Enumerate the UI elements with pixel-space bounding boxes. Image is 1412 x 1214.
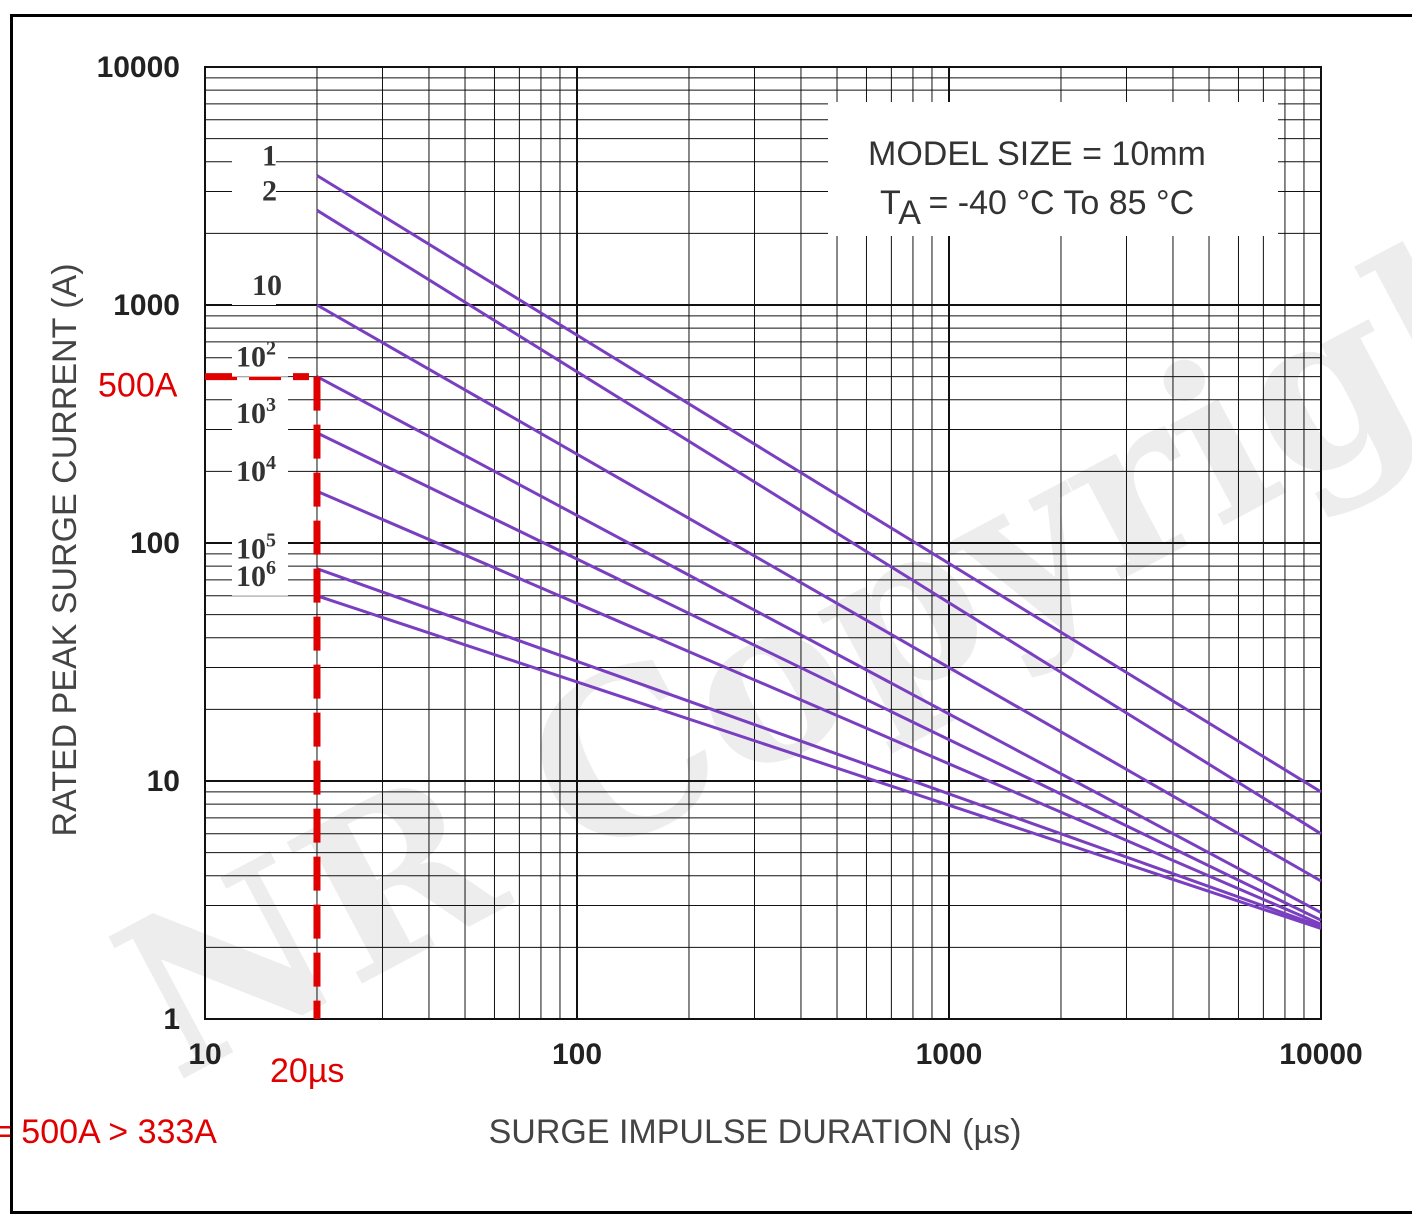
series-label-6: 104 [232, 452, 288, 492]
plot-border [204, 66, 1322, 1020]
series-line-3 [316, 303, 1322, 883]
series-line-8 [316, 594, 1322, 930]
series-label-base: 1 [262, 140, 277, 173]
info-temp-subscript: A [898, 194, 921, 232]
series-line-4 [316, 375, 1322, 914]
info-temp-range: = -40 °C To 85 °C [919, 184, 1194, 222]
series-label-1: 1 [232, 140, 277, 176]
series-label-base: 10 [236, 560, 266, 593]
series-line-2 [316, 209, 1322, 836]
info-box [828, 102, 1278, 236]
y-tick-label: 1 [163, 1003, 180, 1036]
series-line-7 [316, 567, 1322, 928]
series-label-exponent: 2 [266, 338, 276, 360]
series-label-base: 10 [236, 341, 266, 374]
duration-marker-label: 20µs [270, 1052, 344, 1090]
series-label-base: 10 [236, 455, 266, 488]
series-label-base: 2 [262, 174, 277, 207]
series-label-exponent: 6 [266, 557, 276, 579]
series-label-exponent: 3 [266, 394, 276, 416]
info-temperature: TA = -40 °C To 85 °C [880, 184, 1194, 232]
series-label-bg [232, 176, 276, 211]
series-line-1 [316, 174, 1322, 794]
series-label-bg [232, 141, 276, 176]
series-label-bg [232, 271, 276, 305]
series-label-text: 2 [262, 174, 277, 207]
comparison-text: = 500A > 333A [0, 1113, 217, 1151]
series-label-2: 2 [232, 174, 277, 211]
series-label-5: 103 [232, 394, 288, 433]
y-tick-label: 1000 [113, 289, 180, 322]
surge-current-chart: NR Copyright MODEL SIZE = 10mm TA = -40 °… [0, 51, 1412, 1151]
series-label-3: 10 [232, 269, 282, 305]
info-temp-symbol: T [880, 184, 900, 222]
y-tick-label: 10 [147, 765, 180, 798]
x-axis-title: SURGE IMPULSE DURATION (µs) [489, 1113, 1022, 1151]
series-label-exponent: 4 [266, 452, 276, 474]
series-label-text: 1 [262, 140, 277, 173]
series-label-bg [232, 398, 288, 433]
series-label-bg [232, 561, 288, 596]
x-tick-label: 100 [552, 1038, 602, 1071]
series-label-base: 10 [252, 269, 282, 302]
x-tick-label: 1000 [916, 1038, 983, 1071]
series-label-text: 104 [236, 452, 276, 488]
y-tick-label: 10000 [97, 51, 180, 84]
series-label-8: 106 [232, 557, 288, 596]
x-tick-label: 10 [188, 1038, 221, 1071]
series-label-text: 106 [236, 557, 276, 593]
y-axis-title: RATED PEAK SURGE CURRENT (A) [46, 263, 84, 836]
current-marker-label: 500A [98, 367, 178, 405]
series-line-5 [316, 431, 1322, 922]
watermark-text: NR Copyright [78, 112, 1412, 1129]
info-model-size: MODEL SIZE = 10mm [868, 135, 1206, 173]
series-label-4: 102 [232, 338, 288, 377]
series-label-text: 105 [236, 530, 276, 566]
series-label-bg [232, 342, 288, 377]
y-tick-label: 100 [130, 527, 180, 560]
x-tick-label: 10000 [1279, 1038, 1362, 1071]
series-label-base: 10 [236, 533, 266, 566]
series-label-base: 10 [236, 397, 266, 430]
series-label-text: 102 [236, 338, 276, 374]
series-label-text: 103 [236, 394, 276, 430]
series-line-6 [316, 489, 1322, 926]
series-label-exponent: 5 [266, 530, 276, 552]
series-label-text: 10 [252, 269, 282, 302]
series-label-bg [232, 457, 288, 492]
